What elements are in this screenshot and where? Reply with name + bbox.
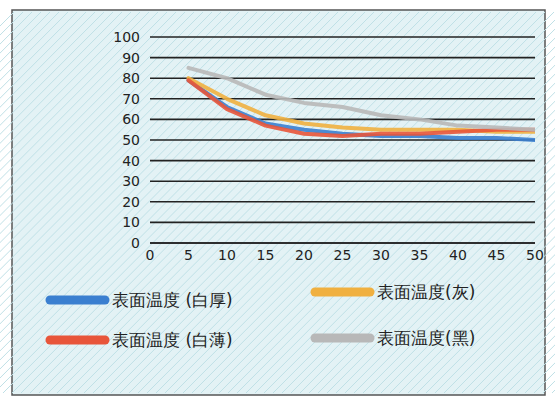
grid-line bbox=[150, 77, 535, 79]
x-axis bbox=[150, 242, 535, 244]
legend-swatch bbox=[50, 296, 105, 305]
y-tick-label: 10 bbox=[122, 214, 140, 230]
x-tick-label: 20 bbox=[295, 247, 313, 263]
legend-swatch bbox=[315, 334, 370, 343]
series-line bbox=[189, 78, 536, 132]
x-tick-label: 30 bbox=[372, 247, 390, 263]
plot-area bbox=[189, 68, 536, 140]
y-tick-label: 100 bbox=[113, 29, 140, 45]
chart: 0 10 20 30 40 50 60 70 80 90 100 0 5 10 15 20 25 30 35 40 45… bbox=[0, 0, 555, 405]
background bbox=[12, 10, 545, 395]
grid-line bbox=[150, 180, 535, 182]
x-tick-label: 0 bbox=[146, 247, 155, 263]
x-tick-label: 45 bbox=[488, 247, 506, 263]
y-tick-label: 60 bbox=[122, 111, 140, 127]
legend-label: 表面温度(灰) bbox=[377, 282, 475, 302]
x-tick-label: 15 bbox=[257, 247, 275, 263]
y-tick-label: 80 bbox=[122, 70, 140, 86]
legend-swatch bbox=[50, 336, 105, 345]
legend-label: 表面温度(黑) bbox=[377, 328, 475, 348]
y-tick-label: 40 bbox=[122, 153, 140, 169]
x-tick-label: 5 bbox=[184, 247, 193, 263]
x-tick-label: 10 bbox=[218, 247, 236, 263]
x-tick-label: 40 bbox=[449, 247, 467, 263]
x-tick-label: 35 bbox=[411, 247, 429, 263]
grid-line bbox=[150, 222, 535, 224]
legend-swatch bbox=[315, 288, 370, 297]
y-tick-label: 70 bbox=[122, 91, 140, 107]
legend-label: 表面温度 (白薄) bbox=[112, 330, 233, 350]
y-tick-label: 20 bbox=[122, 194, 140, 210]
grid-line bbox=[150, 201, 535, 203]
y-tick-label: 0 bbox=[131, 235, 140, 251]
grid-line bbox=[150, 160, 535, 162]
legend-label: 表面温度 (白厚) bbox=[112, 290, 233, 310]
grid-line bbox=[150, 242, 535, 244]
grid-line bbox=[150, 98, 535, 100]
grid-line bbox=[150, 57, 535, 59]
series-line bbox=[189, 68, 536, 130]
x-tick-label: 50 bbox=[526, 247, 544, 263]
y-tick-label: 90 bbox=[122, 50, 140, 66]
y-tick-label: 50 bbox=[122, 132, 140, 148]
grid-line bbox=[150, 119, 535, 121]
y-tick-label: 30 bbox=[122, 173, 140, 189]
grid-line bbox=[150, 36, 535, 38]
x-tick-label: 25 bbox=[334, 247, 352, 263]
hatching bbox=[0, 12, 555, 393]
